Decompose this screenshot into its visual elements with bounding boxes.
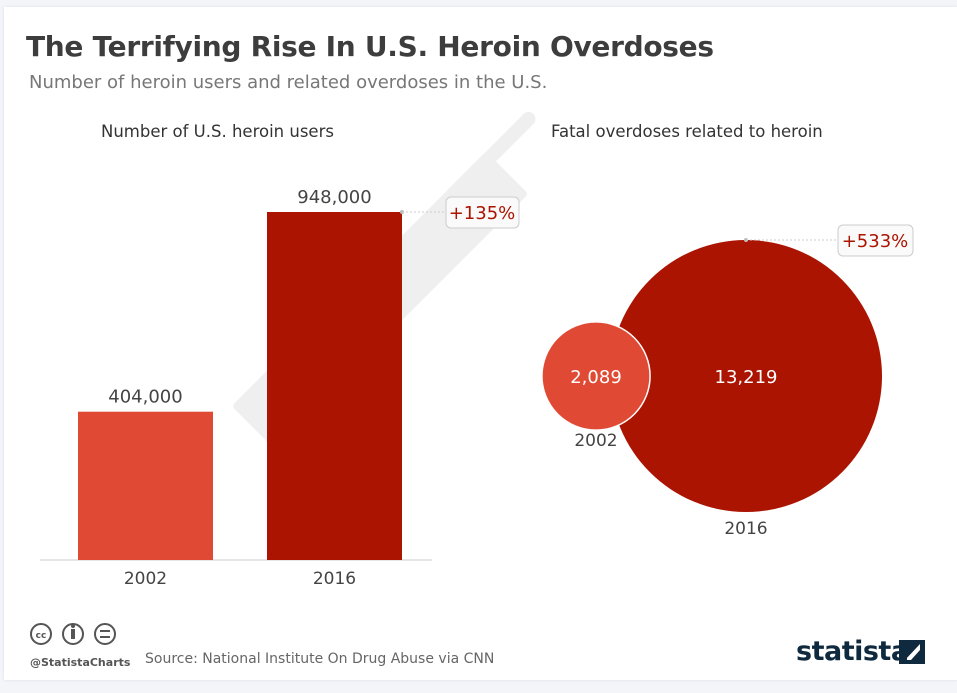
annotation-box — [837, 224, 914, 257]
statista-logo: statista — [796, 636, 909, 667]
bar-2002 — [78, 411, 213, 560]
bar-value-label: 948,000 — [297, 187, 371, 208]
page-title: The Terrifying Rise In U.S. Heroin Overd… — [26, 30, 714, 63]
x-tick-label: 2002 — [124, 569, 167, 589]
bubble-year-label: 2016 — [724, 519, 767, 539]
bubble-value-label: 13,219 — [715, 367, 778, 388]
bubble-chart-title: Fatal overdoses related to heroin — [551, 122, 823, 141]
source-text: Source: National Institute On Drug Abuse… — [145, 651, 495, 667]
bubble-2002 — [541, 321, 651, 431]
annotation-label: +135% — [449, 203, 516, 224]
bubble-value-label: 2,089 — [570, 367, 622, 388]
bar-2016 — [267, 212, 402, 560]
bar-value-label: 404,000 — [108, 387, 182, 408]
annotation-box — [445, 196, 520, 229]
page-subtitle: Number of heroin users and related overd… — [29, 72, 548, 93]
statista-handle: @StatistaCharts — [30, 656, 131, 669]
bubble-year-label: 2002 — [574, 431, 617, 451]
bar-chart-title: Number of U.S. heroin users — [101, 122, 334, 141]
bubble-2016 — [610, 240, 882, 512]
x-tick-label: 2016 — [313, 569, 356, 589]
annotation-label: +533% — [842, 231, 909, 252]
